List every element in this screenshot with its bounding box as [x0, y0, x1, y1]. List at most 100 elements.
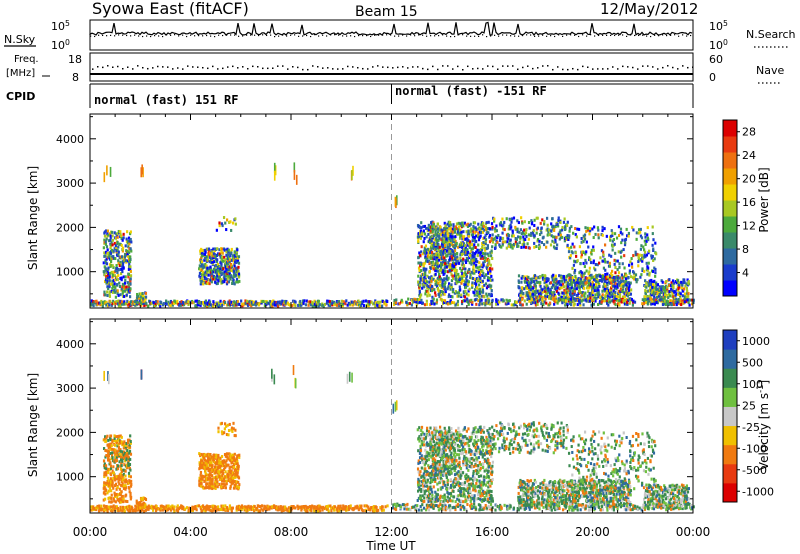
echo-cell	[417, 261, 420, 265]
echo-cell	[478, 249, 481, 253]
echo-cell	[512, 242, 515, 246]
echo-cell	[467, 302, 470, 306]
echo-cell	[582, 251, 585, 255]
colorbar-swatch	[723, 136, 737, 153]
echo-cell	[644, 254, 647, 258]
echo-cell	[595, 280, 598, 284]
echo-cell	[373, 301, 376, 305]
freq-label-1: Freq.	[14, 54, 39, 65]
echo-cell	[440, 228, 443, 232]
echo-cell	[236, 258, 240, 262]
echo-cell	[117, 293, 120, 297]
echo-cell	[429, 286, 432, 290]
echo-cell	[446, 229, 449, 233]
echo-cell	[627, 299, 630, 303]
echo-cell	[475, 259, 478, 263]
echo-cell	[179, 303, 182, 307]
echo-cell	[479, 230, 483, 234]
echo-cell	[539, 275, 542, 279]
nave-point	[252, 65, 254, 68]
echo-cell	[639, 234, 643, 238]
echo-cell	[436, 286, 439, 290]
echo-cell	[246, 508, 249, 512]
echo-cell	[226, 253, 230, 257]
nave-point	[427, 68, 429, 71]
echo-cell	[655, 286, 658, 290]
nsearch-point	[118, 34, 120, 36]
echo-cell	[600, 298, 603, 302]
echo-cell	[111, 234, 114, 238]
echo-cell	[625, 274, 628, 278]
nsearch-point	[630, 34, 632, 36]
echo-cell	[488, 233, 492, 237]
echo-cell	[127, 509, 130, 513]
echo-cell	[650, 254, 653, 258]
echo-cell	[587, 284, 590, 288]
echo-cell	[571, 294, 574, 298]
echo-cell	[117, 245, 120, 249]
echo-cell	[618, 298, 622, 302]
echo-cell	[111, 479, 114, 483]
nsearch-point	[614, 34, 616, 37]
echo-cell	[111, 264, 114, 268]
echo-cell	[440, 233, 443, 237]
echo-cell	[107, 239, 111, 243]
echo-cell	[105, 275, 108, 279]
echo-cell	[534, 284, 537, 288]
echo-cell	[430, 250, 434, 254]
echo-cell	[555, 289, 559, 293]
echo-cell	[625, 289, 628, 293]
echo-cell	[277, 304, 280, 308]
echo-cell	[381, 304, 384, 308]
echo-cell	[583, 286, 586, 290]
echo-cell	[438, 292, 442, 296]
echo-cell	[615, 294, 618, 298]
echo-cell	[103, 462, 106, 466]
echo-cell	[528, 289, 531, 293]
echo-cell	[583, 237, 587, 241]
echo-cell	[456, 299, 460, 303]
echo-cell	[607, 300, 610, 304]
nave-point	[647, 65, 649, 67]
echo-cell	[470, 298, 473, 302]
echo-cell	[533, 280, 536, 284]
echo-cell	[523, 287, 526, 291]
echo-cell	[459, 222, 462, 226]
echo-cell	[120, 262, 123, 266]
echo-cell	[435, 240, 438, 244]
echo-cell	[202, 252, 205, 256]
echo-cell	[197, 504, 201, 508]
echo-cell	[643, 239, 646, 243]
echo-cell	[418, 251, 421, 255]
echo-cell	[111, 440, 114, 444]
echo-cell	[573, 245, 576, 249]
echo-cell	[469, 222, 472, 226]
echo-cell	[599, 256, 602, 260]
echo-cell	[591, 294, 594, 298]
echo-cell	[476, 233, 480, 237]
echo-cell	[132, 300, 135, 304]
echo-cell	[471, 235, 475, 239]
echo-cell	[545, 301, 548, 305]
echo-cell	[685, 286, 688, 290]
echo-cell	[651, 282, 655, 286]
echo-cell	[466, 222, 470, 226]
echo-cell	[424, 279, 427, 283]
echo-cell	[575, 277, 578, 281]
echo-cell	[196, 504, 199, 508]
echo-cell	[648, 249, 651, 253]
echo-cell	[566, 236, 569, 240]
echo-cell	[223, 300, 227, 304]
echo-cell	[471, 247, 474, 251]
echo-cell	[445, 265, 448, 269]
echo-cell	[333, 508, 336, 512]
echo-cell	[444, 263, 447, 267]
echo-cell	[462, 224, 465, 228]
echo-cell	[130, 300, 133, 304]
echo-cell	[447, 282, 451, 286]
echo-cell	[129, 302, 133, 306]
echo-cell	[444, 234, 447, 238]
echo-cell	[646, 268, 649, 272]
echo-cell	[476, 248, 479, 252]
echo-cell	[575, 287, 578, 291]
